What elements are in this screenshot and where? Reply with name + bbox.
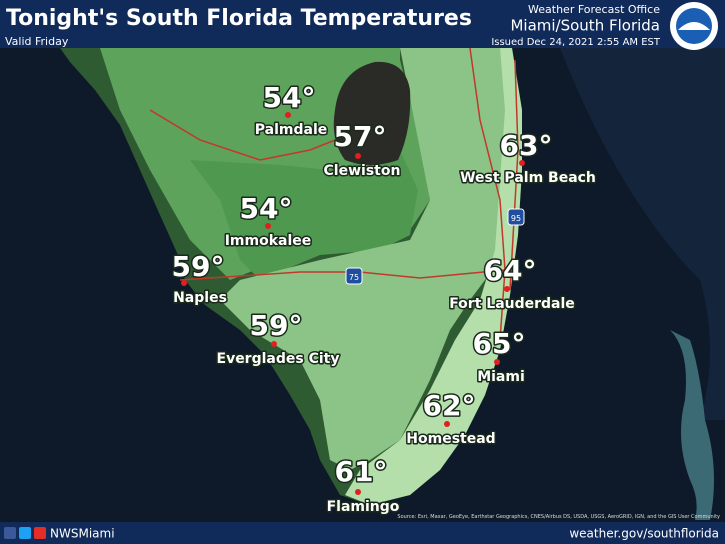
highway-shield xyxy=(345,267,363,285)
office-label: Weather Forecast Office xyxy=(528,3,660,16)
city-name: Palmdale xyxy=(255,122,327,138)
city-dot xyxy=(181,280,187,286)
city-name: Fort Lauderdale xyxy=(449,296,575,312)
city-name: West Palm Beach xyxy=(460,170,596,186)
city-name: Clewiston xyxy=(324,163,401,179)
city-name: Flamingo xyxy=(327,499,400,515)
city-temp: 62° xyxy=(423,389,476,422)
lake-okeechobee xyxy=(333,61,411,165)
website: weather.gov/southflorida xyxy=(569,527,719,541)
city-dot xyxy=(355,489,361,495)
social-handle: NWSMiami xyxy=(50,527,115,541)
subtitle: Valid Friday xyxy=(5,35,69,48)
attribution: Source: Esri, Maxar, GeoEye, Earthstar G… xyxy=(397,514,720,520)
road-i95 xyxy=(509,59,519,291)
city-temp: 54° xyxy=(240,192,293,225)
road-turnpike xyxy=(469,47,506,341)
city-name: Miami xyxy=(477,369,525,385)
city-name: Everglades City xyxy=(217,351,340,367)
issued: Issued Dec 24, 2021 2:55 AM EST xyxy=(491,37,661,48)
city-temp: 64° xyxy=(484,254,537,287)
footer-bar xyxy=(0,522,725,544)
zone-warm xyxy=(345,48,522,505)
city-dot xyxy=(355,153,361,159)
city-dot xyxy=(519,160,525,166)
city-dot xyxy=(444,421,450,427)
nws-logo-cloud xyxy=(678,22,710,30)
road-sr80 xyxy=(149,109,336,161)
cities: 54° Palmdale 57° Clewiston 63° West Palm Beac… xyxy=(170,80,597,517)
office-name: Miami/South Florida xyxy=(510,17,660,35)
youtube-icon xyxy=(34,527,46,539)
deep-ocean xyxy=(560,48,725,420)
city-dot xyxy=(504,286,510,292)
city-dot xyxy=(285,112,291,118)
title: Tonight's South Florida Temperatures xyxy=(6,6,472,31)
city-dot xyxy=(494,359,500,365)
city-name: Homestead xyxy=(406,431,495,447)
road-alligator-alley xyxy=(179,269,506,281)
highway-number: 75 xyxy=(349,273,359,282)
city-temp: 59° xyxy=(172,250,225,283)
city-temp: 65° xyxy=(473,327,526,360)
twitter-icon xyxy=(19,527,31,539)
zone-coolest xyxy=(190,150,418,280)
city-temp: 57° xyxy=(334,120,387,153)
bahamas-bank xyxy=(670,330,714,520)
city-name: Naples xyxy=(173,290,227,306)
highway-shield xyxy=(507,208,525,226)
highway-number: 95 xyxy=(511,214,521,223)
header-bar xyxy=(0,0,725,48)
zone-mild xyxy=(220,48,515,470)
city-dot xyxy=(271,341,277,347)
city-temp: 54° xyxy=(263,81,316,114)
city-temp: 63° xyxy=(500,129,553,162)
city-name: Immokalee xyxy=(225,233,312,249)
city-temp: 61° xyxy=(335,455,388,488)
roads xyxy=(149,47,519,341)
city-temp: 59° xyxy=(250,309,303,342)
city-dot xyxy=(265,223,271,229)
facebook-icon xyxy=(4,527,16,539)
